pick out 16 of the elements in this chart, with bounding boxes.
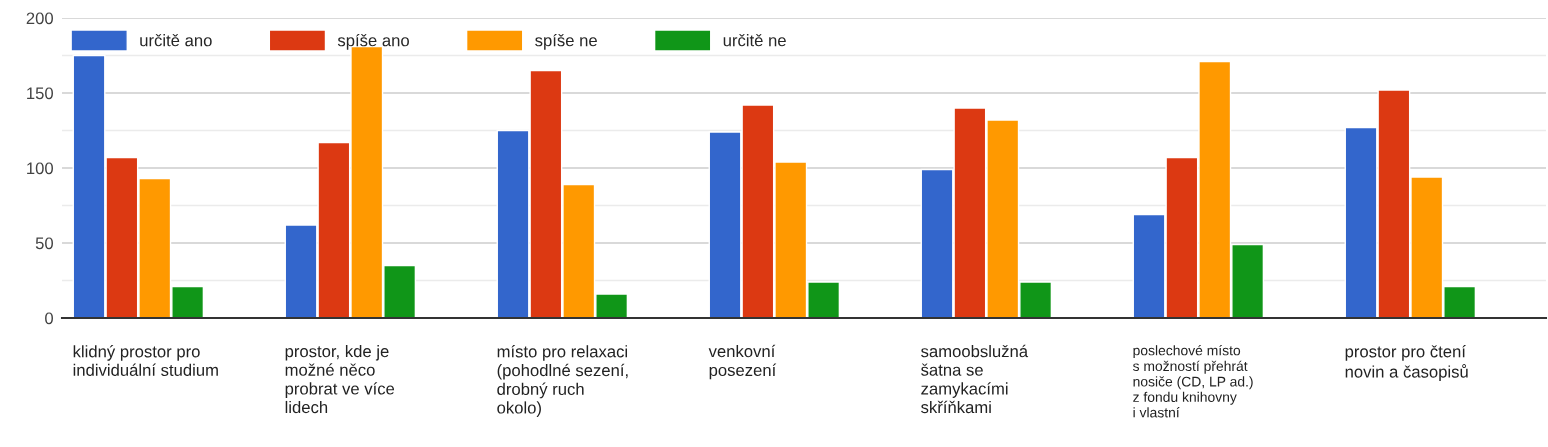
legend-label: spíše ano <box>337 33 409 50</box>
x-tick-label: samoobslužná šatna se zamykacími skříňkami <box>921 344 1029 414</box>
x-tick-label: poslechové místo s možností přehrát nosiče (CD, LP ad.) z fondu knihovny i vlastní <box>1132 345 1253 418</box>
y-tick-label: 100 <box>27 162 54 175</box>
y-tick-label: 200 <box>26 12 54 25</box>
x-tick-label: klidný prostor pro individuální studium <box>73 345 218 376</box>
y-tick-label: 0 <box>45 312 54 325</box>
x-tick-label: venkovní posezení <box>708 344 777 380</box>
y-tick-label: 50 <box>35 237 54 250</box>
x-tick-label: prostor pro čtení novin a časopisů <box>1345 345 1468 381</box>
x-tick-label: místo pro relaxaci (pohodlné sezení, drobný ruch okolo) <box>497 345 628 417</box>
legend-label: určitě ne <box>723 34 786 47</box>
y-tick-label: 150 <box>27 87 54 100</box>
legend-label: spíše ne <box>535 33 597 50</box>
legend-label: určitě ano <box>140 34 212 47</box>
x-tick-label: prostor, kde je možné něco probrat ve více lidech <box>285 345 395 414</box>
